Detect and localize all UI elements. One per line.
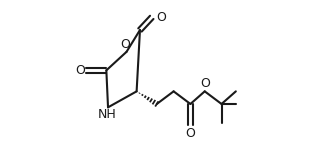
- Text: O: O: [185, 127, 195, 140]
- Text: O: O: [75, 64, 85, 77]
- Text: O: O: [156, 11, 166, 24]
- Text: O: O: [120, 38, 130, 51]
- Text: NH: NH: [98, 108, 117, 121]
- Text: O: O: [201, 77, 211, 90]
